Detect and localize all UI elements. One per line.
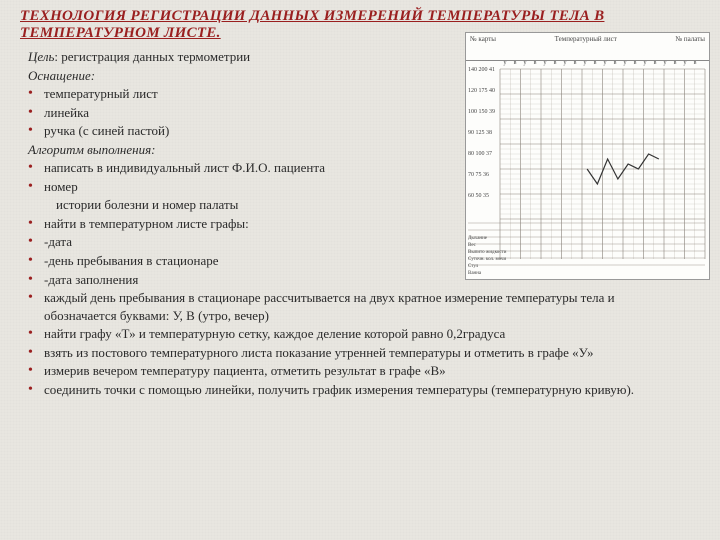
chart-header-right: № палаты: [675, 35, 705, 58]
chart-header: № карты Температурный лист № палаты: [466, 33, 709, 61]
chart-footer-row: Выпито жидкости: [468, 249, 506, 256]
list-item: найти графу «Т» и температурную сетку, к…: [28, 325, 680, 343]
list-item: измерив вечером температуру пациента, от…: [28, 362, 680, 380]
chart-footer-row: Вес: [468, 242, 506, 249]
chart-header-center: Температурный лист: [555, 35, 617, 58]
chart-footer-row: Стул: [468, 263, 506, 270]
list-item: каждый день пребывания в стационаре расс…: [28, 289, 680, 324]
chart-footer-row: Суточн. кол. мочи: [468, 256, 506, 263]
chart-grid: 140 200 41120 175 40100 150 3990 125 388…: [466, 61, 709, 279]
chart-header-left: № карты: [470, 35, 496, 58]
chart-footer-rows: ДыханиеВесВыпито жидкостиСуточн. кол. мо…: [468, 235, 506, 277]
goal-text: : регистрация данных термометрии: [54, 49, 250, 64]
temperature-sheet: № карты Температурный лист № палаты 140 …: [465, 32, 710, 280]
goal-label: Цель: [28, 49, 54, 64]
chart-footer-row: Ванна: [468, 270, 506, 277]
chart-footer-row: Дыхание: [468, 235, 506, 242]
list-item: соединить точки с помощью линейки, получ…: [28, 381, 680, 399]
list-item: взять из постового температурного листа …: [28, 344, 680, 362]
